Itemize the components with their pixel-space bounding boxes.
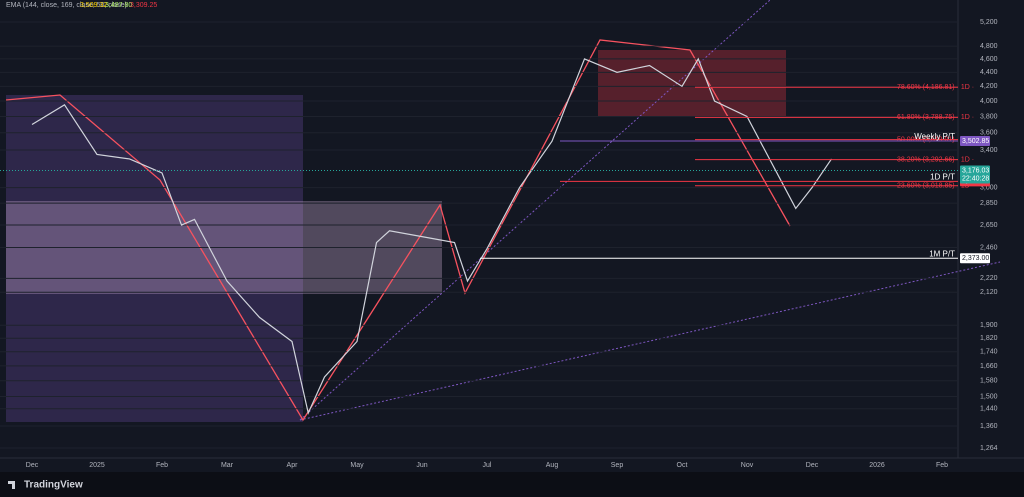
last-price-tag: 3,176.03 xyxy=(962,167,989,174)
zigzag xyxy=(5,39,791,422)
price-tick-label: 2,650 xyxy=(980,222,998,229)
price-tick-label: 4,800 xyxy=(980,43,998,50)
price-tag-text: 2,373.00 xyxy=(962,255,989,262)
time-label: Oct xyxy=(677,462,688,469)
logo xyxy=(8,481,15,489)
price-tick-label: 4,600 xyxy=(980,56,998,63)
time-label: Mar xyxy=(221,462,234,469)
time-label: May xyxy=(350,462,364,469)
price-tag xyxy=(960,165,990,184)
price-tick-label: 2,460 xyxy=(980,244,998,251)
indicator-value: 3,487.80 xyxy=(105,2,132,9)
price-tick-label: 1,264 xyxy=(980,445,998,452)
footer-bar xyxy=(0,472,1024,497)
time-label: Dec xyxy=(26,462,39,469)
price-tick-label: 3,400 xyxy=(980,147,998,154)
time-label: 2026 xyxy=(869,462,885,469)
price-tick-label: 2,120 xyxy=(980,289,998,296)
price-tick-label: 3,000 xyxy=(980,185,998,192)
price-tick-label: 1,660 xyxy=(980,363,998,370)
time-label: Aug xyxy=(546,462,559,469)
indicator-value: 3,309.25 xyxy=(130,2,157,9)
time-label: Jul xyxy=(483,462,492,469)
price-tick-label: 1,820 xyxy=(980,335,998,342)
time-label: Feb xyxy=(156,462,168,469)
price-tick-label: 1,440 xyxy=(980,406,998,413)
price-tick-label: 4,400 xyxy=(980,69,998,76)
pivot-label: 1D P/T xyxy=(930,172,955,181)
time-label: Dec xyxy=(806,462,819,469)
time-label: Sep xyxy=(611,462,624,469)
price-tick-label: 4,000 xyxy=(980,98,998,105)
last-price-countdown: 22:40:28 xyxy=(962,175,989,182)
time-label: Jun xyxy=(416,462,427,469)
fib-label: 78.60% (4,186.81) · 1D · xyxy=(897,84,974,91)
price-tick-label: 1,740 xyxy=(980,349,998,356)
fib-label: 50.00% (3,519.01) · 1D · xyxy=(897,136,974,143)
pivot-label: Weekly P/T xyxy=(914,132,955,141)
indicator-title: EMA (144, close, 169, close, 50, close) xyxy=(6,2,127,9)
fib-label: 23.60% (3,018.85) · 1D · xyxy=(897,183,974,190)
indicator-value: 3,509.32 xyxy=(80,2,107,9)
time-label: Feb xyxy=(936,462,948,469)
fib-label: 38.20% (3,292.66) · 1D · xyxy=(897,156,974,163)
price-tag xyxy=(960,135,990,146)
price-tick-label: 4,200 xyxy=(980,83,998,90)
range-box xyxy=(598,50,786,116)
price-tag xyxy=(960,253,990,264)
price-tick-label: 3,800 xyxy=(980,113,998,120)
price-tick-label: 5,200 xyxy=(980,19,998,26)
price-tag-text: 3,502.85 xyxy=(962,138,989,145)
time-label: 2025 xyxy=(89,462,105,469)
price-tick-label: 2,220 xyxy=(980,275,998,282)
time-label: Apr xyxy=(287,462,299,469)
time-label: Nov xyxy=(741,462,754,469)
price-tick-label: 1,900 xyxy=(980,322,998,329)
brand: TradingView xyxy=(24,480,83,491)
pivot-label: 1M P/T xyxy=(929,249,955,258)
price-line xyxy=(31,57,832,415)
price-tick-label: 1,360 xyxy=(980,423,998,430)
price-tick-label: 3,600 xyxy=(980,130,998,137)
price-tick-label: 2,850 xyxy=(980,200,998,207)
fib-label: 61.80% (3,788.75) · 1D · xyxy=(897,114,974,121)
price-tick-label: 1,500 xyxy=(980,393,998,400)
price-tick-label: 1,580 xyxy=(980,378,998,385)
